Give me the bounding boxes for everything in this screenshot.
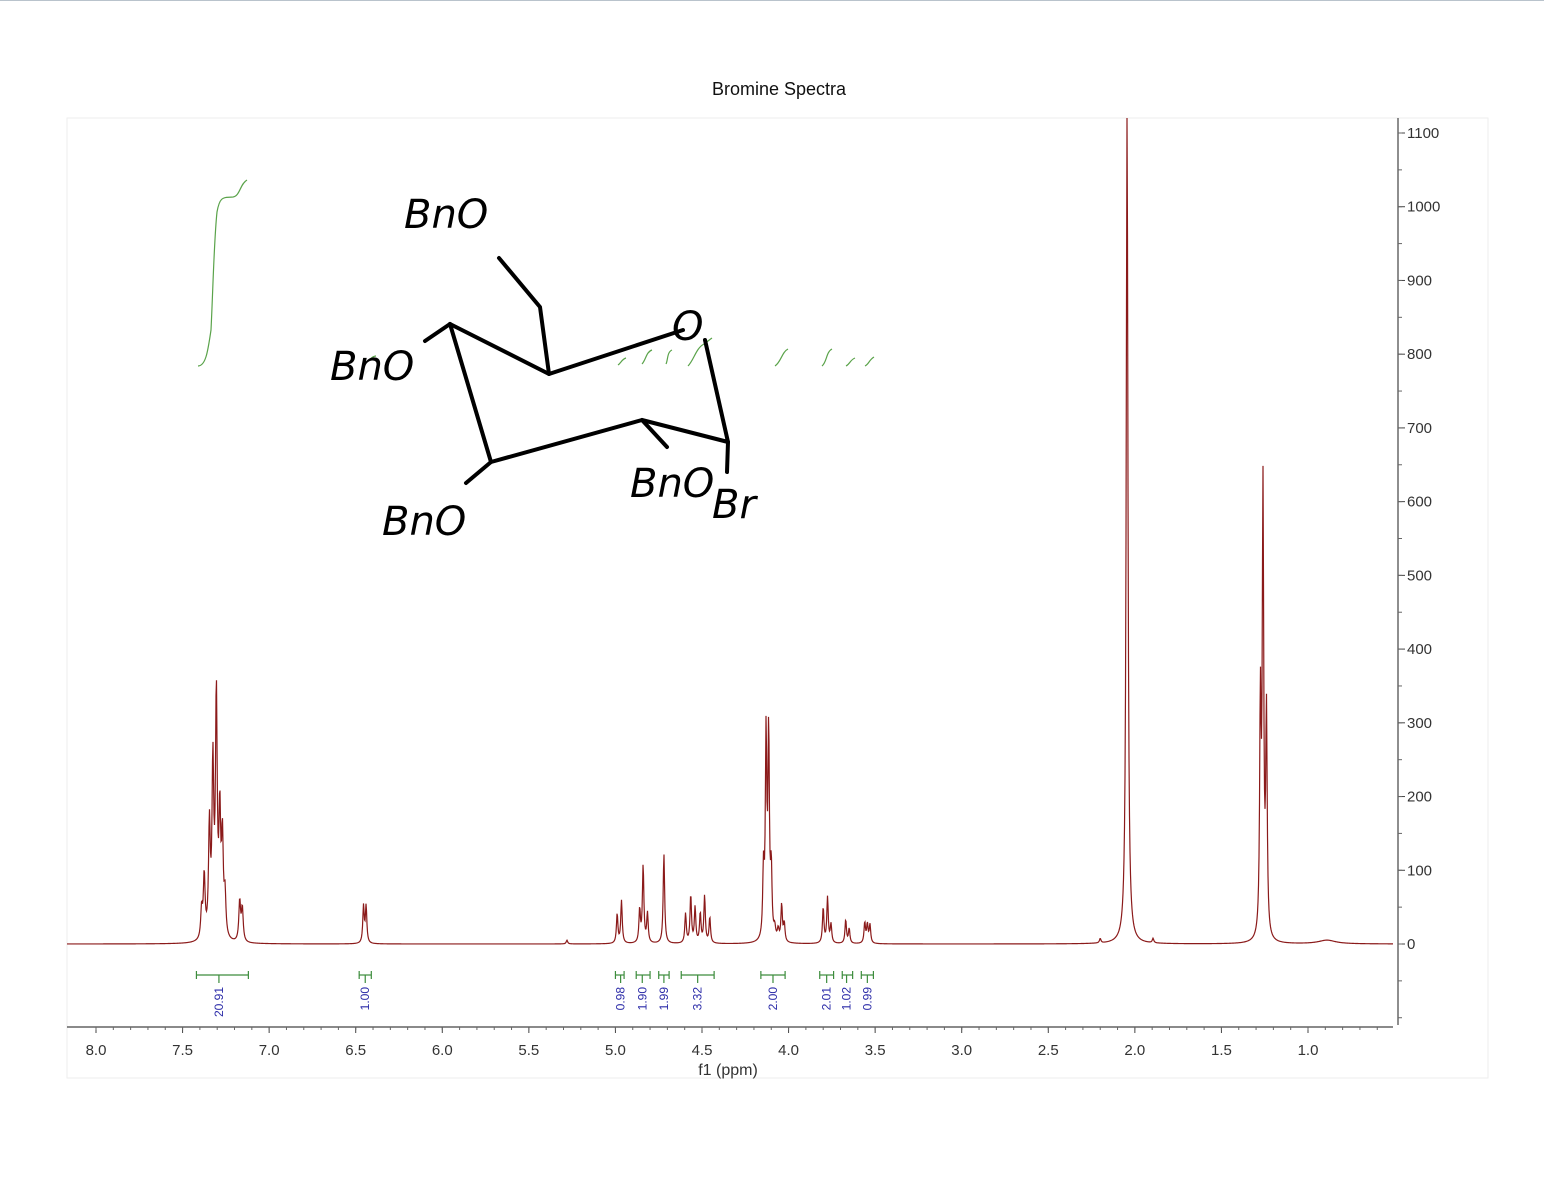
x-tick-label: 3.5 [865, 1042, 886, 1059]
y-tick-label: 100 [1407, 862, 1432, 879]
integrals: 20.91 1.00 0.98 1.90 1.99 3.32 2.00 2.01 1.02 0.9… [195, 971, 875, 1017]
x-axis-label: f1 (ppm) [698, 1062, 758, 1079]
molecule-structure-drawing [423, 256, 730, 485]
label-bno-left: BnO [330, 344, 414, 390]
x-ticks: 8.0 7.5 7.0 6.5 6.0 5.5 5.0 4.5 4.0 3.5 3.0 2.5 2.0 1… [86, 1027, 1378, 1059]
integral-value-label: 2.01 [820, 987, 834, 1011]
integral-curve-3 [641, 349, 653, 365]
x-tick-label: 5.5 [518, 1042, 539, 1059]
integral-bracket [614, 971, 625, 983]
x-tick-label: 7.0 [259, 1042, 280, 1059]
label-bno-top: BnO [404, 192, 488, 238]
x-tick-label: 4.5 [692, 1042, 713, 1059]
integral-value-label: 0.98 [614, 987, 628, 1011]
integral-value-label: 20.91 [212, 987, 226, 1017]
label-ring-oxygen: O [672, 304, 703, 350]
integral-curve-4 [665, 349, 673, 365]
y-tick-label: 800 [1407, 346, 1432, 363]
x-tick-label: 3.0 [951, 1042, 972, 1059]
x-tick-label: 1.5 [1211, 1042, 1232, 1059]
integral-bracket [819, 971, 835, 983]
x-tick-label: 2.0 [1124, 1042, 1145, 1059]
substituent-bond [640, 418, 669, 449]
x-axis: 8.0 7.5 7.0 6.5 6.0 5.5 5.0 4.5 4.0 3.5 3.0 2.5 2.0 1… [67, 1026, 1393, 1079]
substituent-bond [423, 322, 452, 343]
integral-curve-2 [617, 357, 627, 366]
x-tick-label: 8.0 [86, 1042, 107, 1059]
integral-curve-7 [821, 348, 833, 367]
top-border [0, 0, 1544, 1]
structure-labels: BnO BnO BnO BnO O Br [330, 192, 758, 545]
substituent-bond [725, 440, 730, 474]
label-bromine: Br [712, 482, 758, 528]
x-tick-label: 7.5 [172, 1042, 193, 1059]
spectrum-series-line [67, 117, 1394, 945]
y-tick-label: 900 [1407, 272, 1432, 289]
integral-curve-8 [845, 357, 856, 367]
y-tick-label: 1000 [1407, 199, 1440, 216]
integral-bracket [760, 971, 786, 983]
x-tick-label: 2.5 [1038, 1042, 1059, 1059]
y-tick-label: 200 [1407, 789, 1432, 806]
y-tick-label: 700 [1407, 420, 1432, 437]
label-bno-bottom-right: BnO [630, 461, 714, 507]
y-ticks: 0 100 200 300 400 500 600 700 800 900 1000 1100 [1398, 125, 1440, 1019]
integral-value-label: 1.99 [657, 987, 671, 1011]
integral-curve-6 [774, 348, 789, 367]
integral-value-label: 0.99 [860, 987, 874, 1011]
integral-curve-aromatic [197, 179, 248, 367]
integral-value-label: 3.32 [691, 987, 705, 1011]
integral-bracket [195, 971, 249, 983]
integral-value-label: 1.02 [840, 987, 854, 1011]
integral-value-label: 2.00 [766, 987, 780, 1011]
y-tick-label: 400 [1407, 641, 1432, 658]
x-tick-label: 5.0 [605, 1042, 626, 1059]
y-tick-label: 0 [1407, 936, 1415, 953]
plot-background [66, 117, 1489, 1079]
integral-bracket [635, 971, 651, 983]
x-tick-label: 1.0 [1298, 1042, 1319, 1059]
y-axis: 0 100 200 300 400 500 600 700 800 900 1000 1100 [1397, 118, 1440, 1025]
integral-value-label: 1.90 [635, 987, 649, 1011]
x-tick-label: 6.0 [432, 1042, 453, 1059]
integral-bracket [680, 971, 715, 983]
y-tick-label: 1100 [1407, 125, 1439, 142]
x-tick-label: 6.5 [345, 1042, 366, 1059]
integral-curve-1 [365, 355, 377, 363]
integral-bracket [358, 971, 372, 983]
substituent-bond [464, 460, 493, 485]
integral-bracket [841, 971, 854, 983]
ch2-bond [497, 256, 551, 376]
y-tick-label: 600 [1407, 494, 1432, 511]
integral-bracket [658, 971, 670, 983]
y-tick-label: 500 [1407, 567, 1432, 584]
integral-curve-9 [864, 356, 875, 367]
x-tick-label: 4.0 [778, 1042, 799, 1059]
integral-bracket [860, 971, 875, 983]
integral-value-label: 1.00 [358, 987, 372, 1011]
chart-title: Bromine Spectra [712, 79, 847, 99]
y-tick-label: 300 [1407, 715, 1432, 732]
label-bno-bottom-left: BnO [382, 499, 466, 545]
